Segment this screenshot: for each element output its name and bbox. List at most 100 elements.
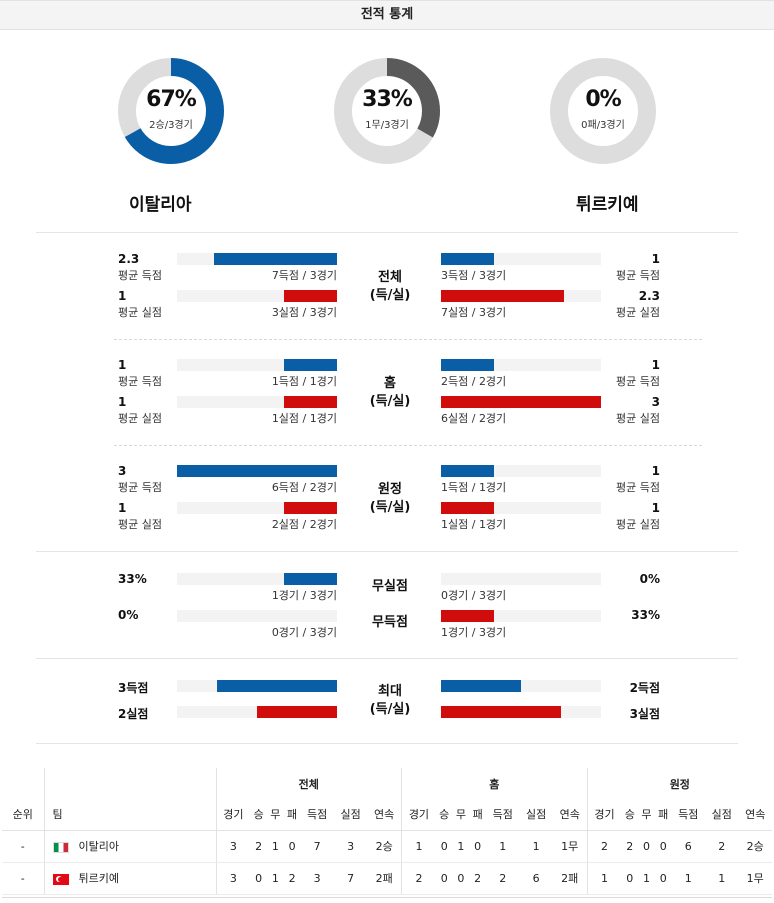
home-conceded-bar	[284, 502, 337, 514]
col-header-total: 연속	[367, 799, 402, 831]
away-stat-cell: 0	[654, 830, 672, 863]
category-no-score: 무득점	[372, 615, 408, 630]
win-rate-donut-graphic	[118, 58, 224, 164]
total-stat-cell: 2패	[367, 862, 402, 895]
away-scored-bar	[441, 253, 494, 265]
away-max-scored-bar	[441, 680, 521, 692]
col-header-total: 득점	[300, 799, 334, 831]
loss-rate-donut: 0% 0패/3경기	[548, 56, 658, 166]
home-avg-scored-label: 평균 득점	[118, 269, 162, 282]
away-stat-cell: 1	[638, 862, 655, 895]
home-stat-cell: 2패	[552, 862, 588, 895]
home-clean-sheet-track	[177, 573, 337, 585]
home-conceded-bar	[284, 290, 337, 302]
category-max: 최대	[378, 684, 402, 699]
draw-rate-donut: 33% 1무/3경기	[332, 56, 442, 166]
section-divider	[36, 743, 738, 744]
away-conceded-bar	[441, 290, 564, 302]
home-avg-conceded-label: 평균 실점	[118, 412, 162, 425]
rank-header: 순위	[2, 799, 44, 831]
total-stat-cell: 3	[215, 830, 251, 863]
total-stat-cell: 0	[250, 862, 267, 895]
away-scored-bar	[441, 465, 494, 477]
turkey-flag-icon	[52, 873, 69, 885]
away-stat-cell: 0	[621, 862, 639, 895]
total-stat-cell: 0	[283, 830, 301, 863]
rank-cell: -	[2, 862, 44, 895]
col-header-total: 실점	[333, 799, 368, 831]
team-cell[interactable]: 튀르키예	[43, 862, 216, 895]
away-conceded-bar	[441, 396, 601, 408]
section-divider	[36, 551, 738, 552]
col-header-home: 실점	[519, 799, 553, 831]
loss-record: 0패/3경기	[581, 120, 625, 131]
team-name[interactable]: 이탈리아	[78, 840, 119, 853]
italy-flag-icon	[52, 841, 69, 853]
total-stat-cell: 2	[250, 830, 267, 863]
home-scored-bar	[284, 359, 337, 371]
away-avg-scored-label: 평균 득점	[616, 375, 660, 388]
home-team-name: 이탈리아	[129, 195, 192, 215]
away-stat-cell: 1무	[738, 862, 772, 895]
stats-title: 전적 통계	[360, 7, 414, 22]
col-header-away: 승	[621, 799, 639, 831]
donut-track	[550, 58, 656, 164]
home-conceded-count: 2실점 / 2경기	[271, 518, 337, 531]
away-stat-cell: 0	[638, 830, 655, 863]
col-header-away: 실점	[704, 799, 739, 831]
home-avg-conceded-label: 평균 실점	[118, 518, 162, 531]
team-name[interactable]: 튀르키예	[78, 872, 119, 885]
section-divider	[36, 658, 738, 659]
away-avg-conceded-label: 평균 실점	[616, 306, 660, 319]
col-header-home: 승	[435, 799, 453, 831]
home-avg-conceded-value: 1	[118, 501, 127, 515]
col-header-total: 패	[283, 799, 301, 831]
away-conceded-track	[441, 396, 601, 408]
stats-header: 전적 통계	[0, 0, 774, 30]
col-header-away: 패	[654, 799, 672, 831]
total-stat-cell: 3	[333, 830, 368, 863]
home-scored-track	[177, 253, 337, 265]
home-avg-scored-value: 2.3	[118, 252, 140, 266]
table-bottom-border	[2, 897, 772, 898]
away-scored-bar	[441, 359, 494, 371]
home-avg-conceded-label: 평균 실점	[118, 306, 162, 319]
col-header-total: 무	[266, 799, 284, 831]
away-scored-track	[441, 359, 601, 371]
away-avg-conceded-value: 3	[651, 395, 660, 409]
home-avg-scored-label: 평균 득점	[118, 375, 162, 388]
away-avg-conceded-label: 평균 실점	[616, 412, 660, 425]
col-header-home: 무	[452, 799, 470, 831]
category-clean-sheet: 무실점	[372, 579, 408, 594]
team-cell[interactable]: 이탈리아	[43, 830, 216, 863]
group-home: 홈	[401, 768, 588, 799]
away-max-scored-track	[441, 680, 601, 692]
away-no-score-rate: 33%	[631, 608, 660, 622]
away-stat-cell: 2	[704, 830, 739, 863]
away-scored-track	[441, 465, 601, 477]
draw-record: 1무/3경기	[365, 120, 409, 131]
home-max-conceded: 2실점	[118, 707, 149, 721]
away-scored-count: 1득점 / 1경기	[441, 481, 507, 494]
home-max-scored: 3득점	[118, 681, 149, 695]
home-max-conceded-track	[177, 706, 337, 718]
away-stat-cell: 1	[586, 862, 622, 895]
away-clean-sheet-count: 0경기 / 3경기	[441, 589, 507, 602]
table-row[interactable]: - 튀르키예 3 0 1 2 3 7 2패 2 0 0 2 2 6 2패 1 0 1 0 1 1 1무	[2, 862, 772, 895]
table-row[interactable]: - 이탈리아 3 2 1 0 7 3 2승 1 0 1 0 1 1 1무 2 2 0 0 6 2 2승	[2, 830, 772, 863]
draw-percent: 33%	[362, 87, 413, 112]
away-avg-conceded-value: 1	[651, 501, 660, 515]
home-clean-sheet-bar	[284, 573, 337, 585]
donut-arc	[118, 58, 224, 164]
home-stat-cell: 0	[452, 862, 470, 895]
total-stat-cell: 1	[266, 862, 284, 895]
team-header: 팀	[43, 799, 216, 831]
section-divider	[36, 232, 738, 233]
loss-rate-donut-graphic	[550, 58, 656, 164]
away-stat-cell: 1	[671, 862, 705, 895]
col-header-home: 패	[469, 799, 486, 831]
away-max-scored: 2득점	[629, 681, 660, 695]
away-avg-scored-value: 1	[651, 358, 660, 372]
home-avg-conceded-value: 1	[118, 289, 127, 303]
col-header-total: 승	[250, 799, 267, 831]
